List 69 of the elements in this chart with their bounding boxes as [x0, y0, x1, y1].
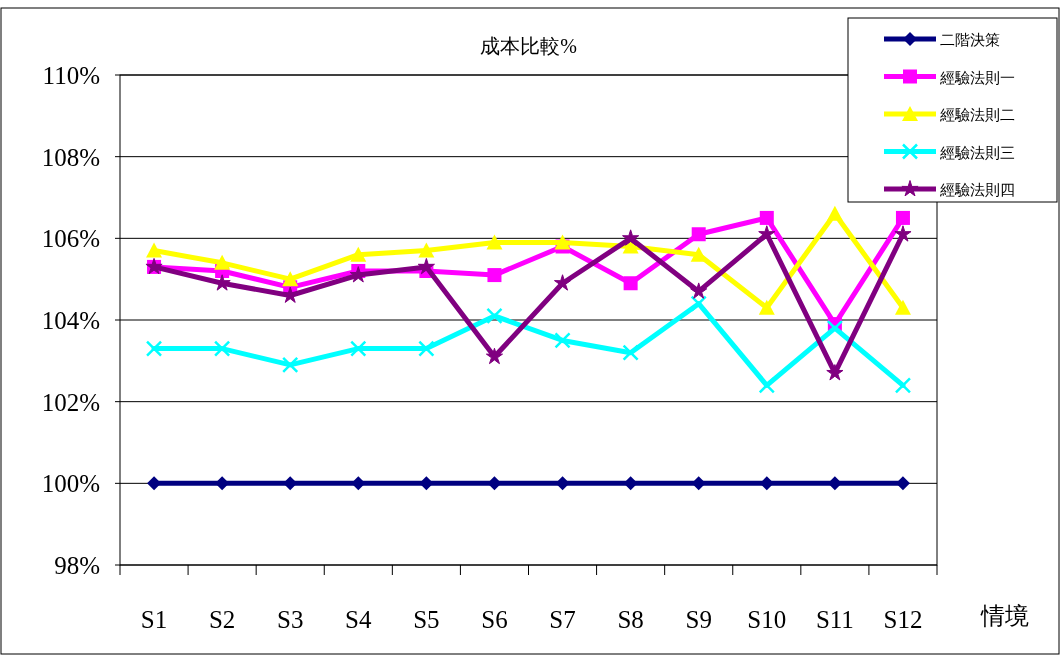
point — [487, 476, 502, 491]
point — [553, 274, 572, 291]
point — [555, 476, 570, 491]
point — [894, 377, 912, 394]
point — [283, 476, 298, 491]
y-tick-label: 110% — [42, 62, 100, 89]
x-tick-label: S9 — [685, 606, 712, 633]
point — [758, 225, 776, 242]
x-tick-label: S4 — [345, 606, 372, 633]
point — [759, 210, 774, 225]
point — [419, 476, 434, 491]
x-tick-label: S3 — [277, 606, 304, 633]
point — [418, 340, 435, 357]
point — [622, 229, 640, 246]
point — [758, 299, 775, 315]
point — [418, 242, 435, 258]
point — [826, 205, 843, 221]
legend-label: 經驗法則四 — [939, 182, 1015, 198]
point — [281, 356, 299, 374]
point — [691, 476, 706, 491]
point — [758, 377, 776, 394]
point — [554, 234, 571, 250]
legend-label: 二階決策 — [940, 32, 1000, 48]
point — [213, 340, 231, 357]
x-tick-label: S12 — [883, 606, 923, 633]
point — [146, 242, 163, 258]
x-axis-title: 情境 — [980, 603, 1029, 629]
point — [554, 332, 571, 349]
y-tick-label: 108% — [41, 143, 100, 171]
point — [691, 227, 706, 242]
x-tick-label: S11 — [815, 606, 854, 633]
point — [350, 246, 367, 262]
point — [417, 257, 435, 275]
chart-title: 成本比較% — [480, 35, 577, 57]
x-tick-label: S10 — [747, 606, 787, 633]
x-tick-label: S2 — [208, 606, 236, 633]
point — [486, 234, 503, 250]
legend-label: 經驗法則一 — [939, 69, 1015, 86]
x-tick-label: S1 — [140, 606, 168, 633]
point — [282, 271, 299, 287]
point — [214, 254, 231, 270]
point — [826, 364, 844, 381]
point — [690, 295, 707, 312]
y-tick-label: 106% — [41, 225, 100, 253]
point — [622, 344, 639, 361]
point — [623, 476, 638, 491]
y-tick-label: 100% — [41, 470, 100, 498]
point — [350, 340, 367, 357]
point — [894, 299, 911, 315]
y-tick-label: 104% — [41, 307, 100, 334]
x-tick-label: S6 — [481, 606, 508, 633]
point — [690, 282, 708, 299]
y-tick-label: 98% — [54, 552, 100, 579]
x-tick-label: S7 — [549, 606, 576, 633]
point — [351, 476, 366, 491]
point — [826, 319, 844, 337]
legend-label: 經驗法則二 — [939, 107, 1015, 123]
legend-label: 經驗法則三 — [939, 144, 1015, 161]
point — [145, 340, 163, 357]
y-tick-label: 102% — [41, 388, 100, 416]
point — [759, 476, 774, 491]
point — [623, 276, 638, 291]
point — [894, 225, 912, 242]
point — [895, 210, 910, 225]
point — [486, 307, 503, 325]
point — [485, 347, 504, 365]
x-tick-label: S5 — [413, 606, 440, 633]
point — [487, 268, 502, 283]
x-tick-label: S8 — [617, 606, 644, 633]
